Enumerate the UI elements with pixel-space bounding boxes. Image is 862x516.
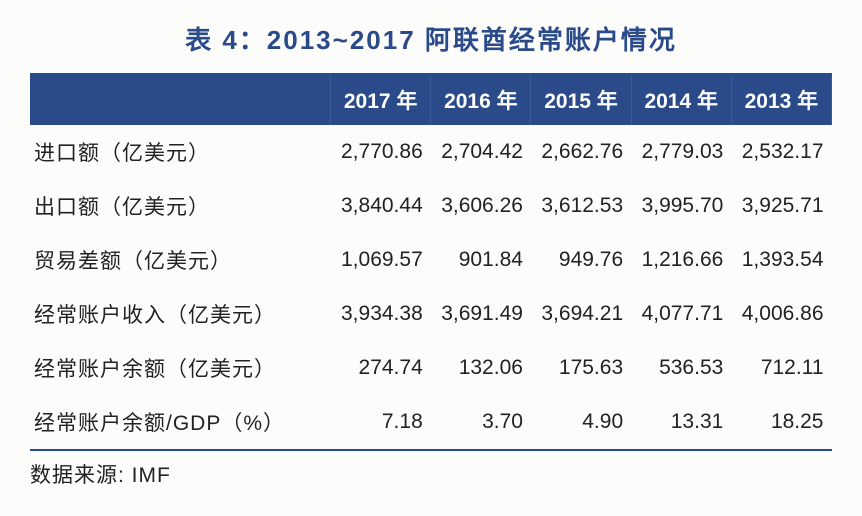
cell: 3,694.21 — [531, 287, 631, 341]
cell: 1,393.54 — [731, 233, 831, 287]
table-row: 经常账户收入（亿美元） 3,934.38 3,691.49 3,694.21 4… — [30, 287, 832, 341]
cell: 1,216.66 — [631, 233, 731, 287]
data-table: 2017 年 2016 年 2015 年 2014 年 2013 年 进口额（亿… — [30, 73, 832, 451]
cell: 132.06 — [431, 341, 531, 395]
col-header-2013: 2013 年 — [731, 74, 831, 125]
table-row: 贸易差额（亿美元） 1,069.57 901.84 949.76 1,216.6… — [30, 233, 832, 287]
col-header-2016: 2016 年 — [431, 74, 531, 125]
data-source: 数据来源: IMF — [30, 459, 832, 489]
cell: 3.70 — [431, 395, 531, 450]
cell: 13.31 — [631, 395, 731, 450]
cell: 3,934.38 — [331, 287, 431, 341]
table-row: 出口额（亿美元） 3,840.44 3,606.26 3,612.53 3,99… — [30, 179, 832, 233]
cell: 3,691.49 — [431, 287, 531, 341]
cell: 2,770.86 — [331, 125, 431, 179]
cell: 274.74 — [331, 341, 431, 395]
row-label: 进口额（亿美元） — [30, 125, 331, 179]
row-label: 经常账户余额/GDP（%） — [30, 395, 331, 450]
header-row: 2017 年 2016 年 2015 年 2014 年 2013 年 — [30, 74, 832, 125]
cell: 7.18 — [331, 395, 431, 450]
cell: 949.76 — [531, 233, 631, 287]
cell: 18.25 — [731, 395, 831, 450]
cell: 3,840.44 — [331, 179, 431, 233]
row-label: 出口额（亿美元） — [30, 179, 331, 233]
cell: 3,606.26 — [431, 179, 531, 233]
col-header-2014: 2014 年 — [631, 74, 731, 125]
cell: 175.63 — [531, 341, 631, 395]
cell: 3,925.71 — [731, 179, 831, 233]
cell: 3,995.70 — [631, 179, 731, 233]
cell: 712.11 — [731, 341, 831, 395]
row-label: 经常账户余额（亿美元） — [30, 341, 331, 395]
row-label: 经常账户收入（亿美元） — [30, 287, 331, 341]
row-label: 贸易差额（亿美元） — [30, 233, 331, 287]
cell: 2,662.76 — [531, 125, 631, 179]
cell: 3,612.53 — [531, 179, 631, 233]
cell: 4,006.86 — [731, 287, 831, 341]
cell: 901.84 — [431, 233, 531, 287]
table-title: 表 4：2013~2017 阿联酋经常账户情况 — [30, 20, 832, 57]
cell: 2,704.42 — [431, 125, 531, 179]
cell: 2,532.17 — [731, 125, 831, 179]
cell: 4.90 — [531, 395, 631, 450]
col-header-blank — [30, 74, 331, 125]
cell: 4,077.71 — [631, 287, 731, 341]
table-row: 经常账户余额（亿美元） 274.74 132.06 175.63 536.53 … — [30, 341, 832, 395]
cell: 1,069.57 — [331, 233, 431, 287]
table-row: 经常账户余额/GDP（%） 7.18 3.70 4.90 13.31 18.25 — [30, 395, 832, 450]
cell: 2,779.03 — [631, 125, 731, 179]
col-header-2017: 2017 年 — [331, 74, 431, 125]
cell: 536.53 — [631, 341, 731, 395]
table-row: 进口额（亿美元） 2,770.86 2,704.42 2,662.76 2,77… — [30, 125, 832, 179]
col-header-2015: 2015 年 — [531, 74, 631, 125]
